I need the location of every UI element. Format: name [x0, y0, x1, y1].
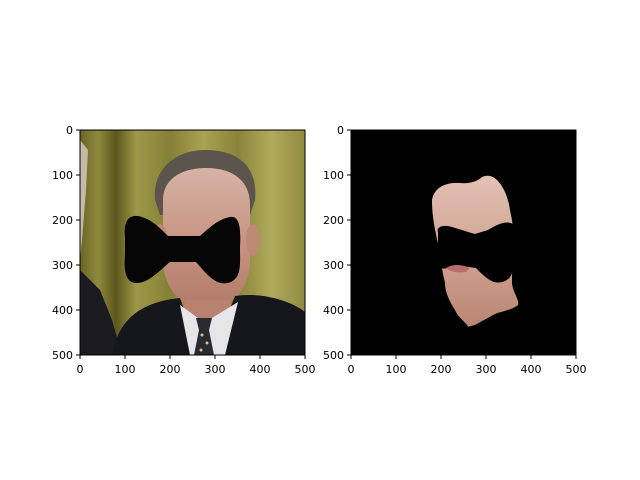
bowtie-mask	[437, 222, 515, 283]
bowtie-mask	[124, 215, 241, 284]
right-ytick-label: 0	[337, 124, 344, 137]
right-xtick-label: 100	[386, 363, 407, 376]
right-xtick-label: 500	[566, 363, 587, 376]
left-xtick-label: 200	[160, 363, 181, 376]
left-ytick-label: 500	[52, 349, 73, 362]
left-xtick-label: 500	[295, 363, 316, 376]
right-xtick-label: 400	[521, 363, 542, 376]
left-ytick-label: 300	[52, 259, 73, 272]
left-xtick-label: 400	[250, 363, 271, 376]
right-xtick-label: 0	[348, 363, 355, 376]
right-ytick-label: 100	[323, 169, 344, 182]
left-ytick-label: 0	[66, 124, 73, 137]
left-xtick-label: 0	[77, 363, 84, 376]
left-ytick-label: 200	[52, 214, 73, 227]
left-dark-suit	[80, 270, 122, 355]
left-edge-person	[80, 140, 88, 260]
right-image-panel	[351, 130, 576, 355]
right-ytick-label: 500	[323, 349, 344, 362]
left-axes-ticks: 0 100 200 300 400 500 0 100 200 300 400 500	[52, 124, 316, 376]
suit-jacket	[112, 298, 200, 355]
right-xtick-label: 300	[476, 363, 497, 376]
right-ytick-label: 400	[323, 304, 344, 317]
right-ytick-label: 200	[323, 214, 344, 227]
left-ytick-label: 400	[52, 304, 73, 317]
right-axes-frame	[350, 129, 577, 356]
left-xtick-label: 100	[115, 363, 136, 376]
right-axes-ticks: 0 100 200 300 400 500 0 100 200 300 400 500	[323, 124, 587, 376]
right-ytick-label: 300	[323, 259, 344, 272]
right-xtick-label: 200	[431, 363, 452, 376]
tie	[194, 318, 214, 355]
left-image-panel	[80, 130, 305, 355]
lip-region	[446, 265, 470, 273]
tie-pattern-dot	[199, 348, 203, 352]
tie-pattern-dot	[205, 341, 209, 345]
left-ytick-label: 100	[52, 169, 73, 182]
right-ear	[246, 224, 260, 256]
left-axes-frame	[79, 129, 306, 356]
tie-pattern-dot	[200, 333, 204, 337]
left-xtick-label: 300	[205, 363, 226, 376]
